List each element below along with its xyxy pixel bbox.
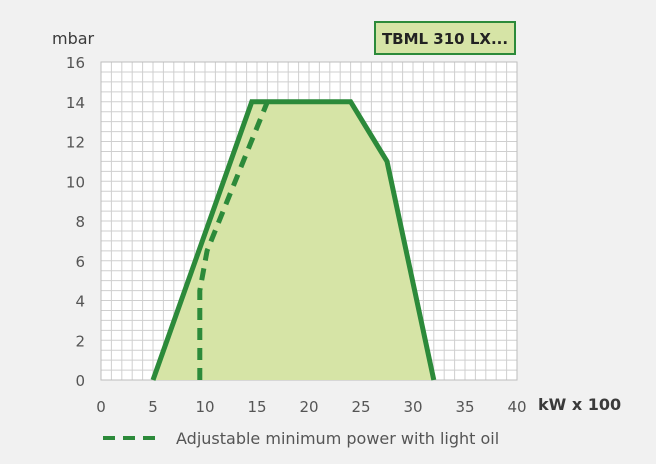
working-range-outline	[150, 99, 437, 381]
model-badge-text: TBML 310 LX...	[382, 30, 508, 48]
ticks: 0 5 10 15 20 25 30 35 40 0 2 4 6 8 10 12 14 16	[66, 54, 527, 416]
x-tick-label: 30	[403, 398, 422, 416]
model-badge-box	[374, 21, 516, 55]
y-tick-label: 12	[66, 134, 85, 152]
legend: Adjustable minimum power with light oil	[103, 429, 499, 448]
x-axis-label: kW x 100	[538, 395, 621, 414]
y-tick-label: 4	[75, 293, 85, 311]
y-tick-label: 0	[75, 372, 85, 390]
x-tick-label: 35	[455, 398, 474, 416]
y-axis-label: mbar	[52, 29, 95, 48]
model-badge: TBML 310 LX...	[374, 21, 516, 55]
x-tick-label: 25	[351, 398, 370, 416]
y-tick-label: 10	[66, 173, 85, 191]
x-tick-label: 0	[96, 398, 106, 416]
x-tick-label: 5	[148, 398, 158, 416]
y-tick-label: 16	[66, 54, 85, 72]
x-tick-label: 20	[299, 398, 318, 416]
y-tick-label: 14	[66, 94, 85, 112]
minimum-power-dashed-line	[197, 100, 270, 380]
y-tick-label: 2	[75, 332, 85, 350]
y-tick-label: 8	[75, 213, 85, 231]
x-tick-label: 10	[195, 398, 214, 416]
legend-label: Adjustable minimum power with light oil	[176, 429, 499, 448]
x-tick-label: 15	[247, 398, 266, 416]
series-layer	[150, 99, 437, 381]
x-tick-label: 40	[507, 398, 526, 416]
working-range-fill	[153, 101, 434, 380]
y-tick-label: 6	[75, 253, 85, 271]
